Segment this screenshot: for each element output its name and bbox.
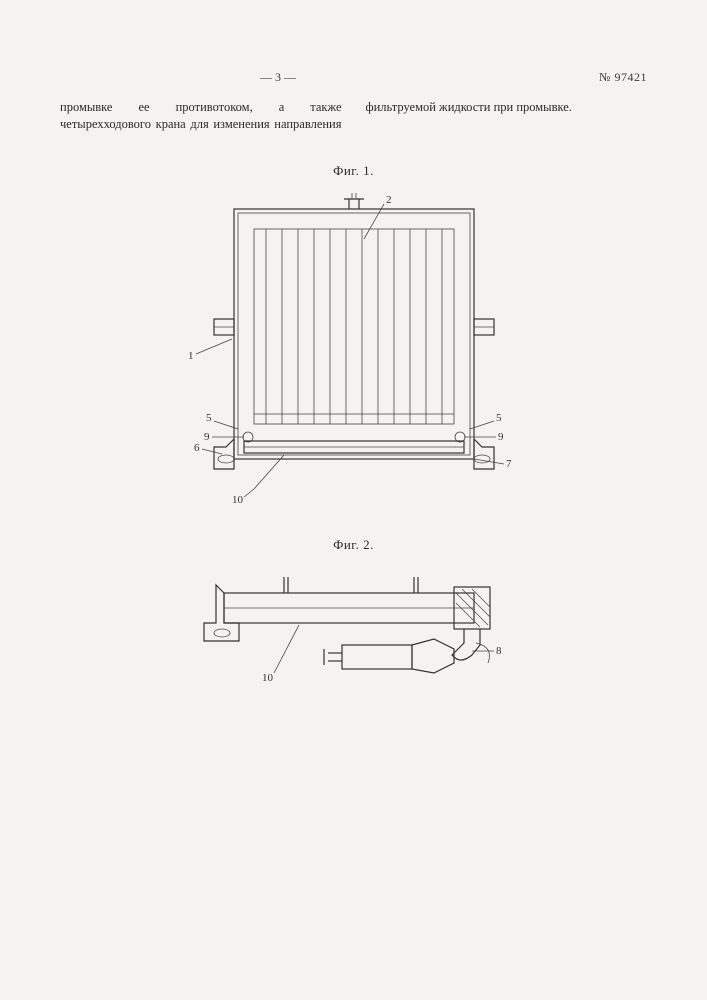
annot-8: 8: [496, 645, 502, 657]
figure-1-label: Фиг. 1.: [60, 163, 647, 179]
annot-2: 2: [386, 194, 392, 206]
annot-7: 7: [506, 458, 512, 470]
page-number: — 3 —: [260, 70, 296, 85]
annot-9l: 9: [204, 431, 210, 443]
figure-2: 8 10: [60, 563, 647, 713]
annot-10: 10: [232, 494, 244, 506]
body-paragraph: промывке ее противотоком, а также четыре…: [60, 99, 647, 133]
doc-number: № 97421: [599, 70, 647, 85]
annot-1: 1: [188, 350, 194, 362]
annot-6: 6: [194, 442, 200, 454]
annot-5r: 5: [496, 412, 502, 424]
page-header: — 3 — № 97421: [60, 70, 647, 85]
annot-9r: 9: [498, 431, 504, 443]
figure-1: 1 2 5 5 6 9 9 7 10: [60, 189, 647, 519]
annot-10b: 10: [262, 672, 274, 684]
annot-5l: 5: [206, 412, 212, 424]
figure-2-label: Фиг. 2.: [60, 537, 647, 553]
